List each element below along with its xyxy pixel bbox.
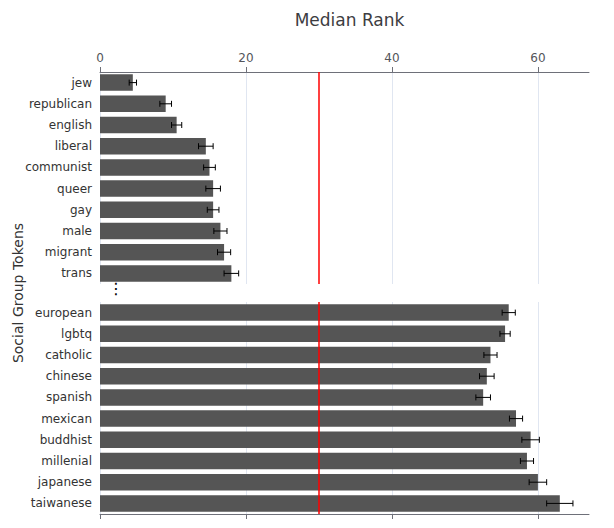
svg-text:republican: republican — [29, 97, 92, 111]
svg-text:queer: queer — [57, 182, 92, 196]
svg-text:40: 40 — [384, 51, 399, 65]
svg-text:⋮: ⋮ — [108, 279, 124, 298]
svg-text:male: male — [62, 224, 92, 238]
svg-text:communist: communist — [25, 160, 92, 174]
svg-text:buddhist: buddhist — [40, 433, 93, 447]
svg-text:millenial: millenial — [41, 454, 92, 468]
svg-text:migrant: migrant — [45, 245, 93, 259]
svg-text:japanese: japanese — [37, 475, 92, 489]
svg-text:gay: gay — [70, 203, 92, 217]
svg-text:taiwanese: taiwanese — [31, 496, 92, 510]
svg-text:Median Rank: Median Rank — [295, 10, 405, 30]
svg-text:60: 60 — [530, 51, 545, 65]
svg-text:liberal: liberal — [55, 139, 92, 153]
svg-text:20: 20 — [238, 51, 253, 65]
svg-text:chinese: chinese — [46, 369, 92, 383]
svg-text:mexican: mexican — [41, 412, 92, 426]
svg-text:european: european — [35, 306, 92, 320]
svg-text:Social Group Tokens: Social Group Tokens — [10, 223, 26, 363]
svg-text:english: english — [49, 118, 92, 132]
svg-text:0: 0 — [96, 51, 104, 65]
svg-text:spanish: spanish — [46, 390, 92, 404]
svg-text:lgbtq: lgbtq — [61, 327, 92, 341]
svg-text:trans: trans — [61, 266, 92, 280]
svg-text:catholic: catholic — [45, 348, 92, 362]
svg-text:jew: jew — [70, 76, 92, 90]
